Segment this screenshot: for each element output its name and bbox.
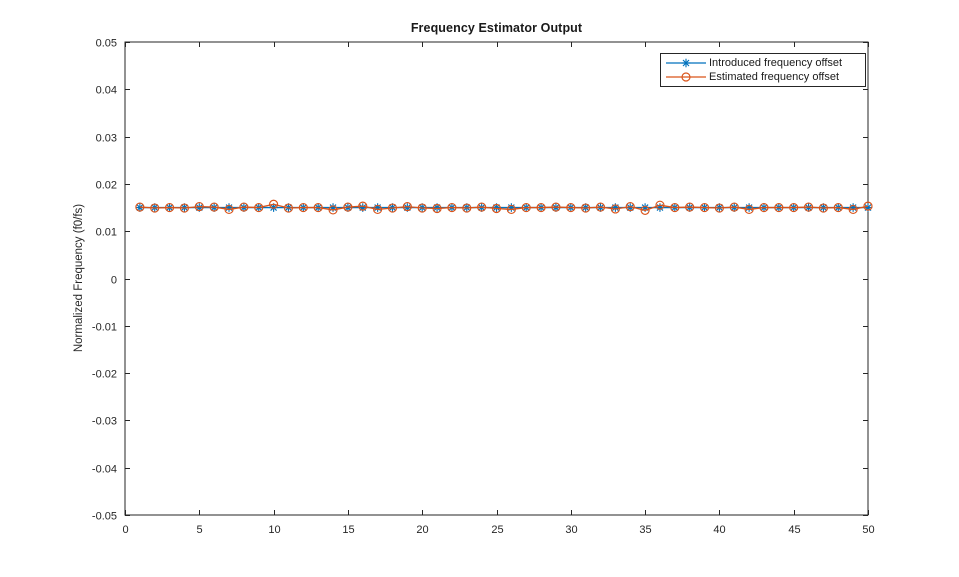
svg-text:-0.02: -0.02 xyxy=(92,369,117,381)
svg-text:0.04: 0.04 xyxy=(96,85,117,97)
svg-text:-0.04: -0.04 xyxy=(92,464,117,476)
svg-text:0.01: 0.01 xyxy=(96,227,117,239)
svg-text:15: 15 xyxy=(342,524,354,536)
svg-text:5: 5 xyxy=(196,524,202,536)
svg-text:20: 20 xyxy=(416,524,428,536)
svg-text:0.05: 0.05 xyxy=(96,38,117,50)
legend-item-estimated-frequency-offset: Estimated frequency offset xyxy=(661,70,863,84)
circle-line-swatch-icon xyxy=(666,72,706,82)
svg-text:0.03: 0.03 xyxy=(96,133,117,145)
svg-text:50: 50 xyxy=(862,524,874,536)
svg-text:25: 25 xyxy=(491,524,503,536)
svg-text:-0.05: -0.05 xyxy=(92,511,117,523)
legend-label-introduced: Introduced frequency offset xyxy=(709,57,843,69)
svg-text:0: 0 xyxy=(122,524,128,536)
svg-text:0.02: 0.02 xyxy=(96,180,117,192)
svg-text:-0.01: -0.01 xyxy=(92,322,117,334)
svg-text:0: 0 xyxy=(111,275,117,287)
asterisk-line-swatch-icon xyxy=(666,58,706,68)
svg-text:35: 35 xyxy=(639,524,651,536)
svg-text:30: 30 xyxy=(565,524,577,536)
legend: Introduced frequency offset Estimated fr… xyxy=(660,53,866,87)
svg-text:10: 10 xyxy=(268,524,280,536)
svg-text:-0.03: -0.03 xyxy=(92,416,117,428)
svg-text:45: 45 xyxy=(788,524,800,536)
chart-title: Frequency Estimator Output xyxy=(410,21,583,35)
legend-item-introduced-frequency-offset: Introduced frequency offset xyxy=(661,56,863,70)
svg-text:40: 40 xyxy=(713,524,725,536)
legend-label-estimated: Estimated frequency offset xyxy=(709,71,840,83)
